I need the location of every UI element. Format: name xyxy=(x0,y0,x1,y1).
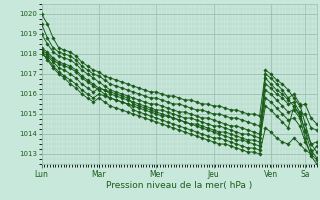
X-axis label: Pression niveau de la mer( hPa ): Pression niveau de la mer( hPa ) xyxy=(106,181,252,190)
